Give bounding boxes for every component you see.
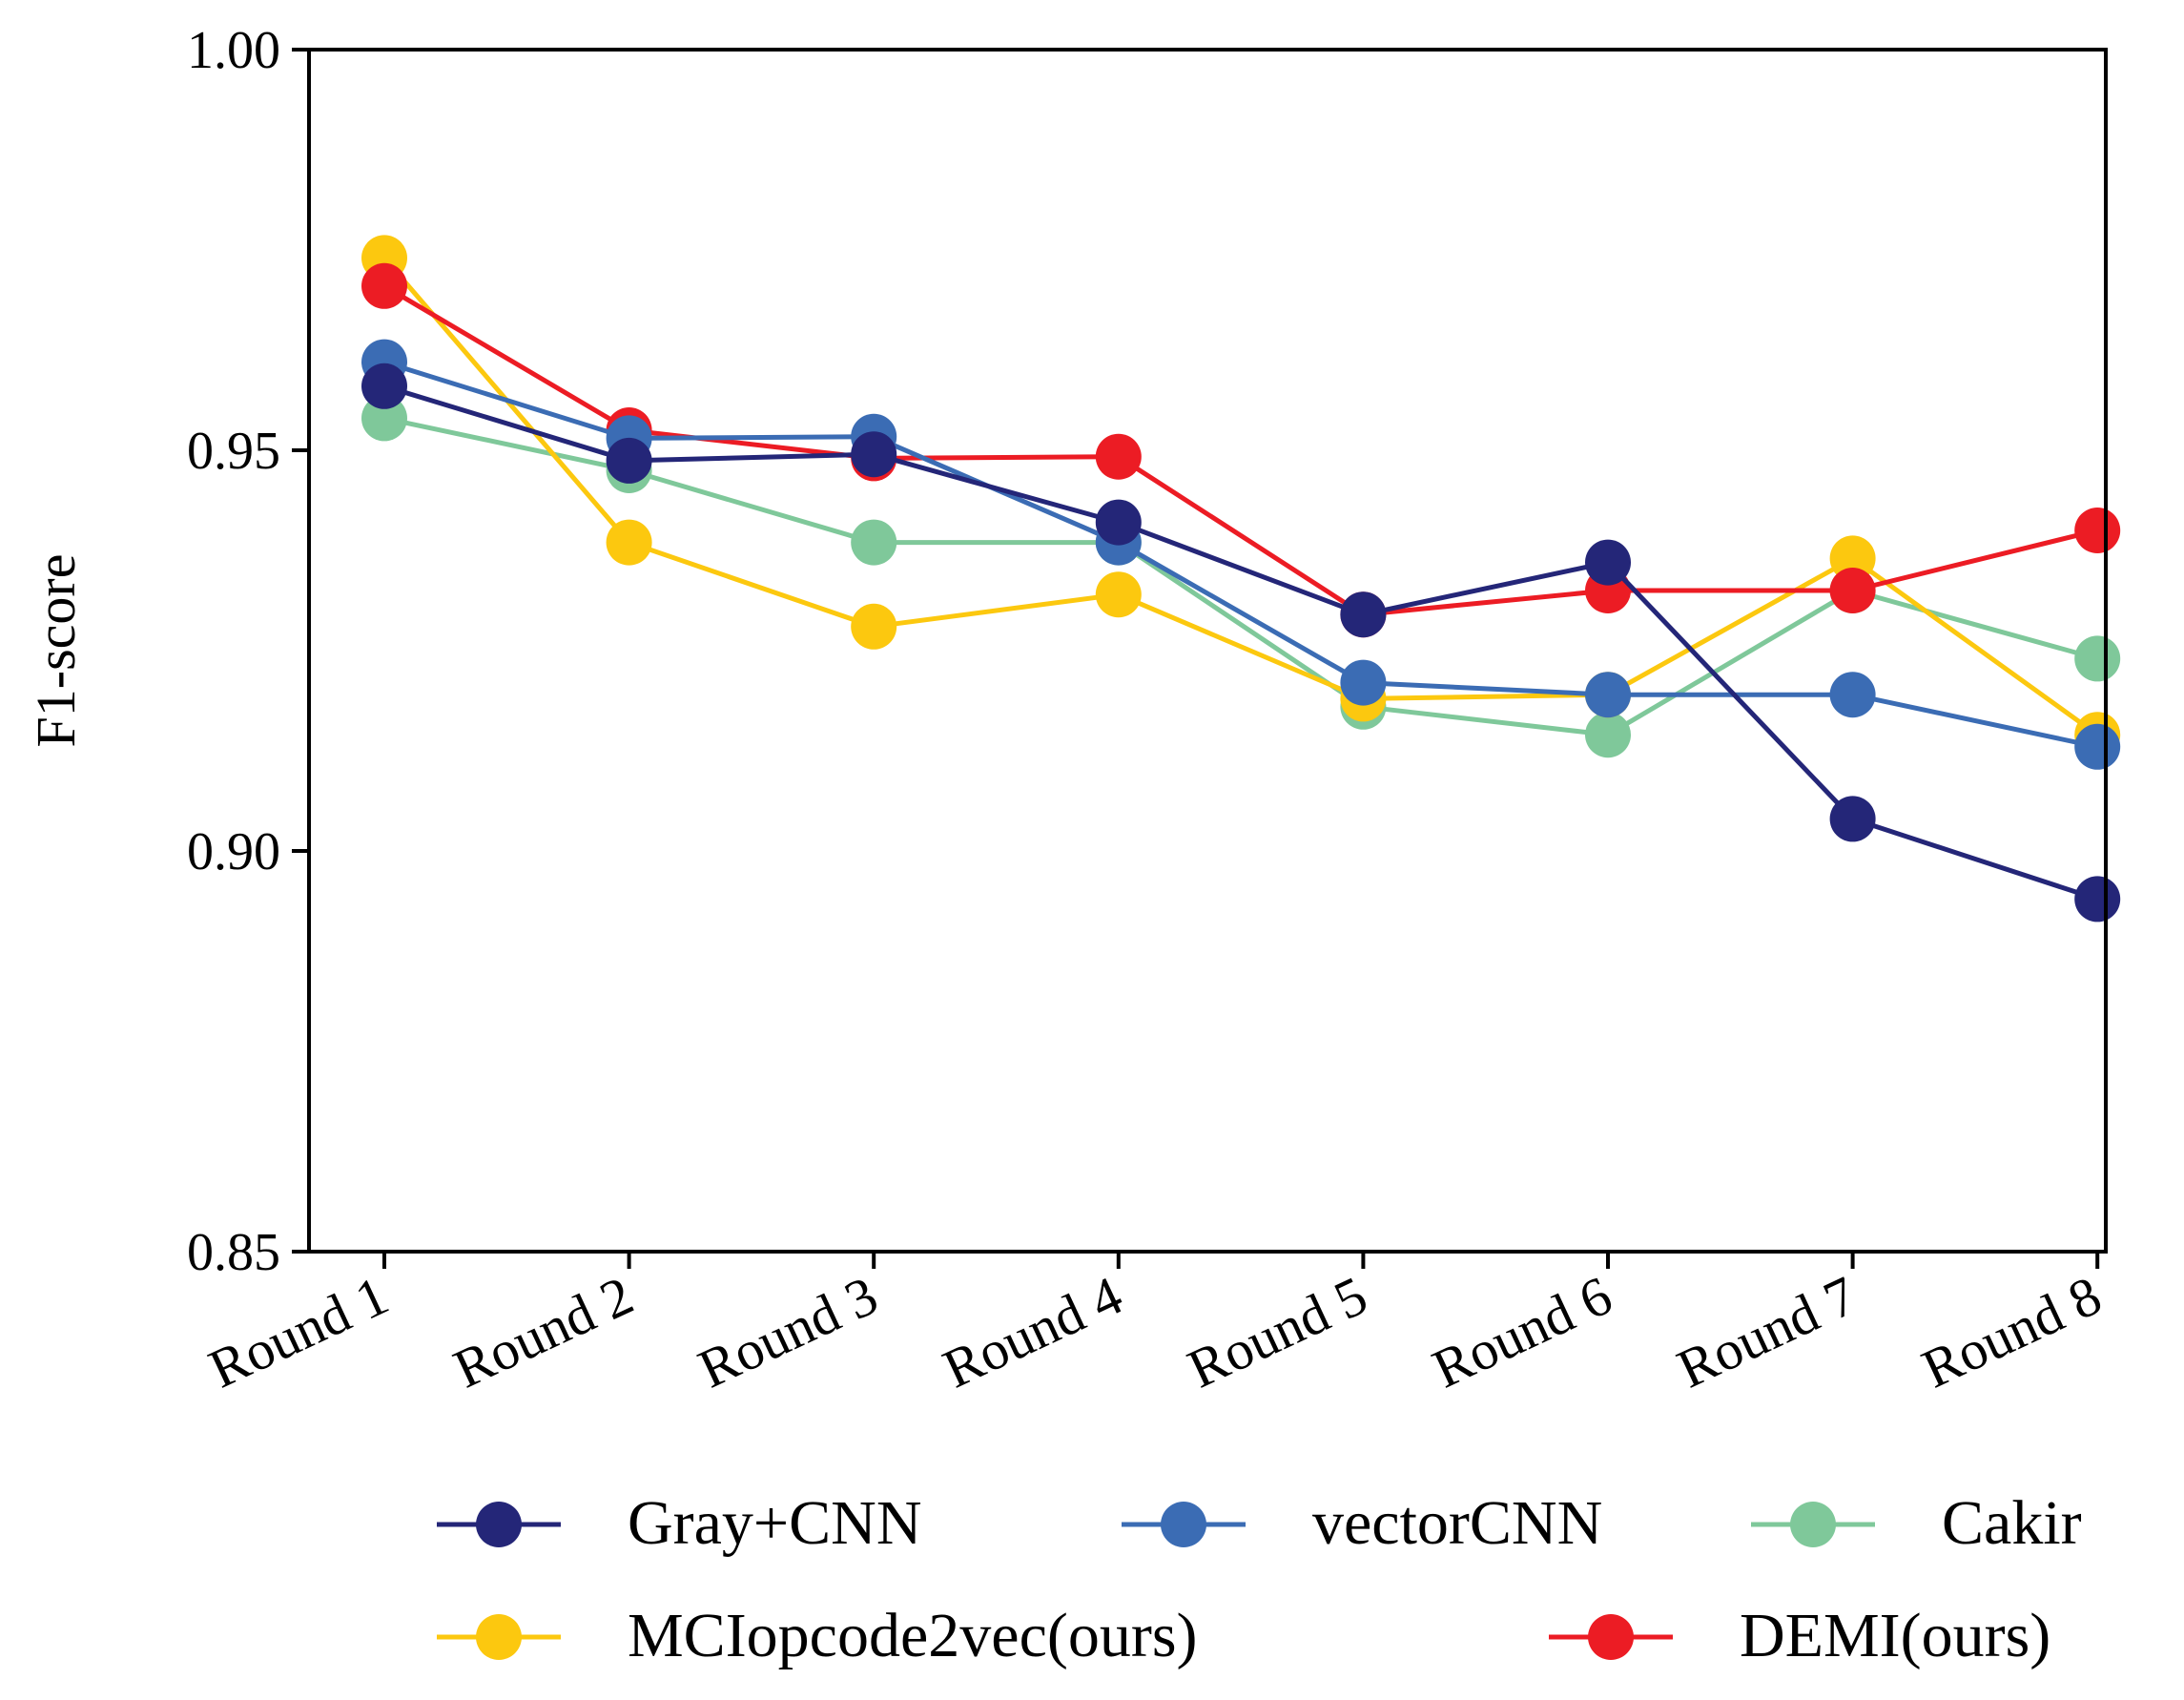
legend-item-vectorcnn: vectorCNN bbox=[1122, 1488, 1602, 1558]
x-tick-label-0: Round 1 bbox=[199, 1264, 397, 1400]
x-tick-label-1: Round 2 bbox=[444, 1264, 642, 1400]
x-axis: Round 1 Round 2 Round 3 Round 4 Round 5 Round… bbox=[199, 1252, 2111, 1400]
legend-label-vectorcnn: vectorCNN bbox=[1312, 1488, 1602, 1558]
legend-item-demi-ours: DEMI(ours) bbox=[1549, 1601, 2050, 1670]
point-vectorcnn-7 bbox=[1829, 672, 1876, 718]
plot-frame bbox=[307, 48, 2108, 1254]
x-tick-label-2: Round 3 bbox=[690, 1264, 887, 1400]
legend-marker-gray-cnn bbox=[476, 1502, 522, 1547]
legend-marker-demi-ours bbox=[1588, 1614, 1634, 1660]
point-cakir-6 bbox=[1585, 712, 1631, 758]
point-mciopcode2vec-ours-4 bbox=[1095, 571, 1142, 618]
y-tick-label-1: 0.90 bbox=[187, 822, 280, 881]
point-vectorcnn-8 bbox=[2074, 723, 2121, 770]
y-tick-label-3: 1.00 bbox=[187, 21, 280, 80]
legend-item-cakir: Cakir bbox=[1751, 1488, 2082, 1558]
x-tick-label-6: Round 7 bbox=[1668, 1264, 1865, 1400]
legend-item-gray-cnn: Gray+CNN bbox=[437, 1488, 922, 1558]
y-axis-label: F1-score bbox=[25, 554, 87, 748]
line-cakir bbox=[383, 415, 2098, 737]
legend-marker-cakir bbox=[1790, 1502, 1836, 1547]
legend-marker-mciopcode2vec-ours bbox=[476, 1614, 522, 1660]
legend-label-demi-ours: DEMI(ours) bbox=[1740, 1601, 2050, 1670]
point-cakir-3 bbox=[851, 519, 897, 566]
point-gray-cnn-1 bbox=[361, 363, 407, 409]
y-tick-label-2: 0.95 bbox=[187, 422, 280, 481]
point-gray-cnn-5 bbox=[1340, 591, 1387, 638]
x-tick-label-4: Round 5 bbox=[1179, 1264, 1376, 1400]
legend-marker-vectorcnn bbox=[1161, 1502, 1206, 1547]
y-axis: 0.85 0.90 0.95 1.00 bbox=[187, 21, 309, 1282]
line-demi-ours bbox=[382, 283, 2098, 617]
legend-label-mciopcode2vec-ours: MCIopcode2vec(ours) bbox=[628, 1601, 1197, 1670]
legend-item-mciopcode2vec-ours: MCIopcode2vec(ours) bbox=[437, 1601, 1197, 1670]
x-tick-label-3: Round 4 bbox=[934, 1264, 1131, 1400]
point-vectorcnn-6 bbox=[1585, 672, 1631, 718]
point-vectorcnn-5 bbox=[1340, 659, 1387, 706]
point-cakir-1 bbox=[361, 395, 407, 442]
legend: Gray+CNN vectorCNN Cakir MCIopcode2vec(ours… bbox=[437, 1488, 2082, 1670]
x-tick-label-7: Round 8 bbox=[1913, 1264, 2111, 1400]
point-demi-ours-7 bbox=[1829, 568, 1876, 613]
line-mciopcode2vec-ours bbox=[382, 256, 2099, 737]
point-mciopcode2vec-ours-2 bbox=[606, 519, 652, 566]
line-gray-cnn bbox=[383, 384, 2098, 902]
point-demi-ours-8 bbox=[2074, 508, 2121, 553]
point-gray-cnn-4 bbox=[1095, 499, 1142, 546]
point-mciopcode2vec-ours-3 bbox=[851, 603, 897, 650]
legend-label-gray-cnn: Gray+CNN bbox=[628, 1488, 922, 1558]
point-demi-ours-4 bbox=[1095, 433, 1142, 480]
point-gray-cnn-7 bbox=[1829, 796, 1876, 842]
x-tick-label-5: Round 6 bbox=[1423, 1264, 1620, 1400]
point-gray-cnn-2 bbox=[606, 437, 652, 484]
point-gray-cnn-8 bbox=[2074, 876, 2121, 923]
legend-label-cakir: Cakir bbox=[1942, 1488, 2082, 1558]
series-gray-cnn bbox=[361, 363, 2121, 923]
point-gray-cnn-3 bbox=[851, 431, 897, 478]
point-cakir-8 bbox=[2074, 635, 2121, 682]
plot-area bbox=[361, 235, 2121, 923]
point-demi-ours-1 bbox=[361, 262, 407, 309]
point-gray-cnn-6 bbox=[1585, 539, 1631, 586]
line-vectorcnn bbox=[383, 360, 2098, 750]
point-mciopcode2vec-ours-7 bbox=[1829, 535, 1876, 582]
y-tick-label-0: 0.85 bbox=[187, 1223, 280, 1282]
